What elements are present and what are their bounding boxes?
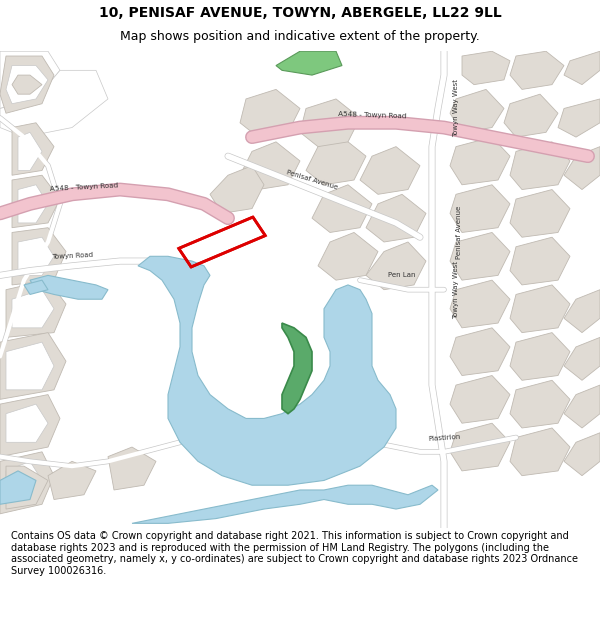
Text: A548 - Towyn Road: A548 - Towyn Road	[50, 182, 118, 192]
Text: 10, PENISAF AVENUE, TOWYN, ABERGELE, LL22 9LL: 10, PENISAF AVENUE, TOWYN, ABERGELE, LL2…	[98, 6, 502, 20]
Polygon shape	[564, 147, 600, 189]
Polygon shape	[30, 276, 108, 299]
Polygon shape	[510, 380, 570, 428]
Polygon shape	[0, 51, 60, 109]
Text: Towyn Way West: Towyn Way West	[453, 79, 459, 138]
Polygon shape	[18, 238, 54, 276]
Polygon shape	[12, 290, 54, 328]
Polygon shape	[462, 51, 510, 84]
Polygon shape	[12, 175, 60, 228]
Polygon shape	[450, 328, 510, 376]
Text: Plastirion: Plastirion	[428, 433, 460, 442]
Polygon shape	[510, 189, 570, 238]
Polygon shape	[312, 185, 372, 232]
Polygon shape	[564, 385, 600, 428]
Polygon shape	[366, 242, 426, 290]
Text: A548 - Towyn Road: A548 - Towyn Road	[338, 111, 406, 120]
Polygon shape	[108, 447, 156, 490]
Polygon shape	[0, 56, 54, 113]
Polygon shape	[558, 99, 600, 137]
Polygon shape	[306, 137, 366, 185]
Polygon shape	[564, 432, 600, 476]
Polygon shape	[564, 338, 600, 380]
Polygon shape	[564, 290, 600, 332]
Polygon shape	[366, 194, 426, 242]
Polygon shape	[360, 147, 420, 194]
Text: Penisaf Avenue: Penisaf Avenue	[456, 206, 462, 259]
Polygon shape	[6, 404, 48, 442]
Polygon shape	[132, 485, 438, 523]
Polygon shape	[240, 89, 300, 137]
Polygon shape	[210, 166, 264, 213]
Polygon shape	[6, 342, 54, 390]
Polygon shape	[18, 185, 48, 223]
Polygon shape	[300, 99, 360, 147]
Polygon shape	[504, 94, 558, 137]
Polygon shape	[450, 376, 510, 423]
Polygon shape	[6, 466, 48, 509]
Polygon shape	[0, 332, 66, 399]
Polygon shape	[510, 51, 564, 89]
Polygon shape	[318, 232, 378, 280]
Text: Contains OS data © Crown copyright and database right 2021. This information is : Contains OS data © Crown copyright and d…	[11, 531, 578, 576]
Polygon shape	[450, 185, 510, 232]
Polygon shape	[510, 332, 570, 380]
Text: Towyn Way West: Towyn Way West	[453, 261, 459, 319]
Polygon shape	[0, 71, 108, 137]
Polygon shape	[48, 461, 96, 499]
Text: Towyn Road: Towyn Road	[52, 253, 92, 261]
Polygon shape	[0, 452, 54, 514]
Polygon shape	[510, 142, 570, 189]
Polygon shape	[138, 256, 396, 485]
Polygon shape	[510, 285, 570, 332]
Polygon shape	[282, 323, 312, 414]
Polygon shape	[240, 142, 300, 189]
Polygon shape	[450, 280, 510, 328]
Text: Pen Lan: Pen Lan	[388, 272, 416, 278]
Text: Penisaf Avenue: Penisaf Avenue	[286, 169, 338, 191]
Polygon shape	[450, 232, 510, 280]
Polygon shape	[0, 471, 36, 504]
Polygon shape	[510, 428, 570, 476]
Polygon shape	[12, 228, 66, 285]
Text: Map shows position and indicative extent of the property.: Map shows position and indicative extent…	[120, 31, 480, 43]
Polygon shape	[510, 238, 570, 285]
Polygon shape	[0, 394, 60, 457]
Polygon shape	[450, 423, 510, 471]
Polygon shape	[24, 280, 48, 294]
Polygon shape	[12, 122, 54, 175]
Polygon shape	[6, 66, 48, 104]
Polygon shape	[564, 51, 600, 84]
Polygon shape	[450, 137, 510, 185]
Polygon shape	[6, 280, 66, 338]
Polygon shape	[450, 89, 504, 132]
Polygon shape	[276, 51, 342, 75]
Polygon shape	[18, 132, 42, 171]
Polygon shape	[12, 75, 42, 94]
Polygon shape	[6, 461, 42, 499]
